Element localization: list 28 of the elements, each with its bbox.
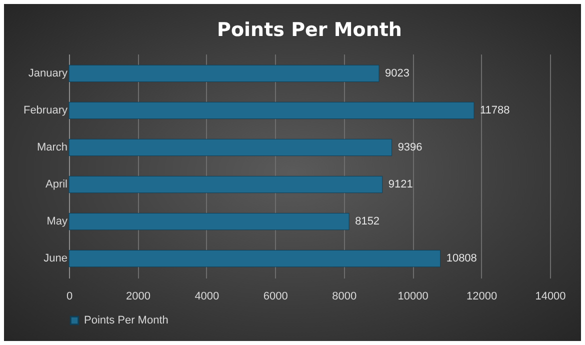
chart-title: Points Per Month: [217, 19, 402, 41]
y-tick-label: February: [23, 104, 68, 116]
x-tick-label: 8000: [332, 290, 357, 302]
y-tick-label: May: [46, 216, 68, 228]
x-tick-label: 2000: [126, 290, 150, 302]
x-tick-label: 0: [66, 290, 73, 302]
data-label: 10808: [446, 252, 477, 265]
bar: [68, 64, 380, 82]
data-label: 9023: [385, 67, 410, 80]
x-tick-label: 12000: [466, 290, 498, 302]
y-tick-label: June: [44, 252, 68, 265]
data-label: 8152: [355, 216, 380, 228]
data-label: 9396: [398, 141, 422, 154]
x-tick-label: 14000: [535, 290, 566, 302]
bar: [68, 102, 474, 120]
x-tick-label: 10000: [398, 290, 428, 302]
bar: [68, 212, 350, 230]
bar: [68, 138, 392, 156]
y-tick-label: April: [45, 178, 68, 191]
data-label: 11788: [480, 104, 510, 116]
x-tick-label: 6000: [263, 290, 288, 302]
legend-label: Points Per Month: [84, 314, 168, 326]
x-tick-label: 4000: [194, 290, 220, 302]
data-label: 9121: [388, 178, 413, 191]
y-tick-label: January: [28, 67, 68, 80]
y-tick-label: March: [36, 141, 68, 154]
bar: [68, 250, 441, 268]
bar: [68, 176, 383, 194]
